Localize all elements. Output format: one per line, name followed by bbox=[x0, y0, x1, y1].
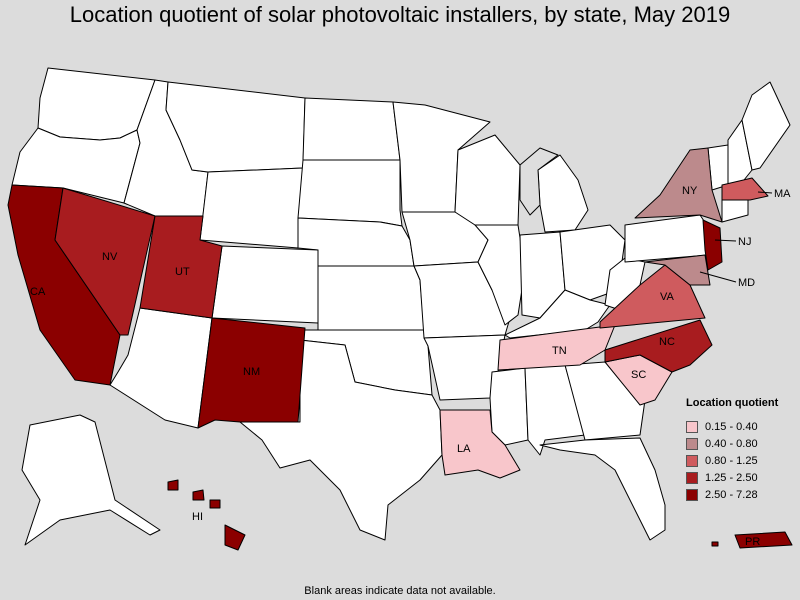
state-co[interactable] bbox=[211, 245, 319, 324]
state-ks[interactable] bbox=[317, 265, 425, 331]
callout-md bbox=[699, 271, 737, 283]
state-hi[interactable] bbox=[167, 479, 246, 551]
state-nj[interactable] bbox=[702, 219, 723, 271]
state-sd[interactable] bbox=[297, 159, 403, 227]
state-mi-upper[interactable] bbox=[519, 147, 559, 216]
legend-label: 0.80 - 1.25 bbox=[705, 454, 758, 467]
label-va: VA bbox=[660, 291, 675, 303]
legend: Location quotient 0.15 - 0.40 0.40 - 0.8… bbox=[686, 397, 796, 503]
legend-swatch bbox=[686, 437, 698, 450]
label-ca: CA bbox=[30, 286, 46, 298]
state-nv[interactable] bbox=[54, 187, 156, 336]
state-nh[interactable] bbox=[727, 119, 753, 186]
state-ny[interactable] bbox=[634, 147, 723, 223]
footnote: Blank areas indicate data not available. bbox=[304, 585, 496, 597]
state-tn[interactable] bbox=[497, 324, 616, 371]
label-nm: NM bbox=[243, 366, 260, 378]
state-la[interactable] bbox=[439, 409, 521, 479]
legend-rows: 0.15 - 0.40 0.40 - 0.80 0.80 - 1.25 1.25… bbox=[686, 418, 796, 503]
label-md: MD bbox=[738, 277, 755, 289]
label-pr: PR bbox=[745, 536, 760, 548]
legend-row: 0.80 - 1.25 bbox=[686, 452, 796, 469]
data-states bbox=[7, 147, 793, 551]
callout-nj bbox=[714, 239, 737, 242]
label-sc: SC bbox=[631, 369, 646, 381]
state-tx[interactable] bbox=[239, 339, 443, 541]
state-wy[interactable] bbox=[199, 167, 304, 249]
legend-title: Location quotient bbox=[686, 397, 779, 409]
state-wi[interactable] bbox=[454, 134, 521, 226]
legend-row: 0.15 - 0.40 bbox=[686, 418, 796, 435]
state-ak[interactable] bbox=[21, 414, 161, 546]
state-md[interactable] bbox=[644, 254, 711, 286]
legend-label: 0.15 - 0.40 bbox=[705, 420, 758, 433]
state-nd[interactable] bbox=[302, 97, 401, 161]
map-title: Location quotient of solar photovoltaic … bbox=[69, 2, 731, 27]
label-nv: NV bbox=[102, 251, 118, 263]
territory-pr[interactable] bbox=[711, 531, 793, 549]
label-tn: TN bbox=[552, 345, 567, 357]
legend-label: 0.40 - 0.80 bbox=[705, 437, 758, 450]
label-hi: HI bbox=[192, 511, 203, 523]
legend-swatch bbox=[686, 488, 698, 501]
state-mi[interactable] bbox=[537, 154, 589, 233]
state-fl[interactable] bbox=[539, 437, 666, 541]
state-pa[interactable] bbox=[624, 214, 711, 263]
legend-swatch bbox=[686, 420, 698, 433]
state-nm[interactable] bbox=[197, 317, 306, 429]
state-me[interactable] bbox=[741, 81, 791, 171]
state-ma[interactable] bbox=[721, 177, 769, 201]
state-ms[interactable] bbox=[489, 367, 529, 446]
legend-swatch bbox=[686, 454, 698, 467]
state-ut[interactable] bbox=[139, 215, 223, 319]
legend-row: 0.40 - 0.80 bbox=[686, 435, 796, 452]
legend-row: 1.25 - 2.50 bbox=[686, 469, 796, 486]
legend-label: 1.25 - 2.50 bbox=[705, 471, 758, 484]
label-ut: UT bbox=[175, 266, 190, 278]
legend-row: 2.50 - 7.28 bbox=[686, 486, 796, 503]
label-nj: NJ bbox=[738, 236, 751, 248]
label-ny: NY bbox=[682, 185, 698, 197]
legend-label: 2.50 - 7.28 bbox=[705, 488, 758, 501]
callout-lines bbox=[699, 191, 773, 283]
legend-swatch bbox=[686, 471, 698, 484]
state-labels: CA NV UT NM HI LA TN SC NC VA MD NJ NY M… bbox=[30, 185, 791, 548]
label-ma: MA bbox=[774, 188, 791, 200]
label-la: LA bbox=[457, 443, 471, 455]
no-data-states bbox=[11, 67, 791, 546]
callout-ma bbox=[757, 191, 773, 194]
state-nc[interactable] bbox=[604, 319, 713, 373]
label-nc: NC bbox=[659, 336, 675, 348]
